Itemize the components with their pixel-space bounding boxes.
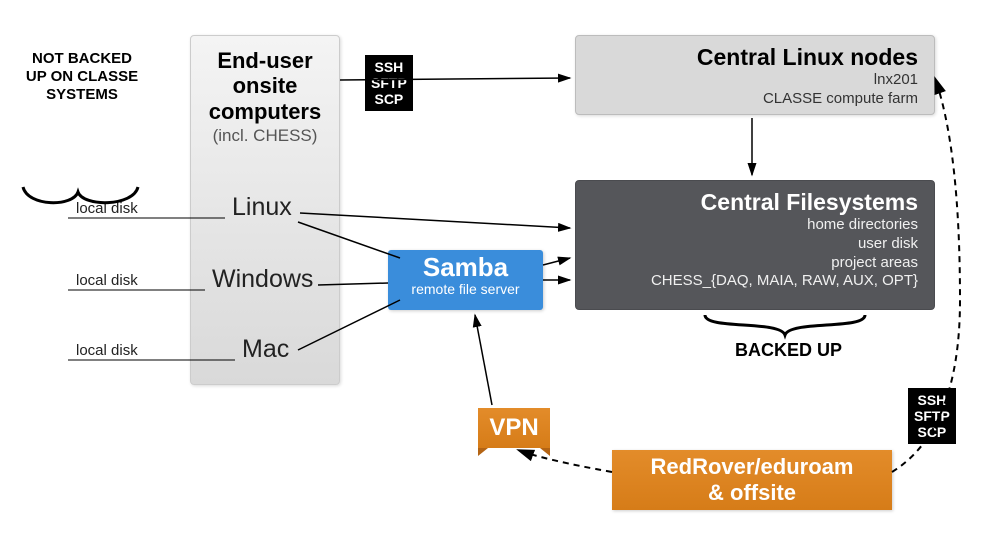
chip-ssh-top: SSH SFTP SCP: [365, 55, 413, 111]
os-windows: Windows: [212, 265, 313, 294]
os-linux: Linux: [232, 193, 292, 222]
central-fs-sub2: user disk: [576, 235, 918, 254]
samba-title: Samba: [388, 252, 543, 283]
central-fs-sub1: home directories: [576, 216, 918, 235]
local-disk-1: local disk: [76, 200, 138, 217]
end-user-title: End-user onsite computers: [191, 48, 339, 124]
box-vpn: VPN: [478, 408, 550, 448]
end-user-sub: (incl. CHESS): [191, 126, 339, 146]
central-linux-sub1: lnx201: [576, 71, 918, 90]
central-fs-sub4: CHESS_{DAQ, MAIA, RAW, AUX, OPT}: [576, 272, 918, 291]
chip-ssh-bottom: SSH SFTP SCP: [908, 388, 956, 444]
box-redrover: RedRover/eduroam & offsite: [612, 450, 892, 510]
central-fs-sub3: project areas: [576, 254, 918, 273]
box-central-linux: Central Linux nodes lnx201 CLASSE comput…: [575, 35, 935, 115]
local-disk-2: local disk: [76, 272, 138, 289]
box-samba: Samba remote file server: [388, 250, 543, 310]
central-fs-title: Central Filesystems: [576, 189, 918, 216]
local-disk-3: local disk: [76, 342, 138, 359]
box-central-fs: Central Filesystems home directories use…: [575, 180, 935, 310]
label-backed-up: BACKED UP: [735, 340, 842, 361]
samba-sub: remote file server: [388, 281, 543, 297]
central-linux-title: Central Linux nodes: [576, 44, 918, 71]
os-mac: Mac: [242, 335, 289, 364]
central-linux-sub2: CLASSE compute farm: [576, 90, 918, 109]
label-not-backed-up: NOT BACKED UP ON CLASSE SYSTEMS: [22, 50, 142, 104]
